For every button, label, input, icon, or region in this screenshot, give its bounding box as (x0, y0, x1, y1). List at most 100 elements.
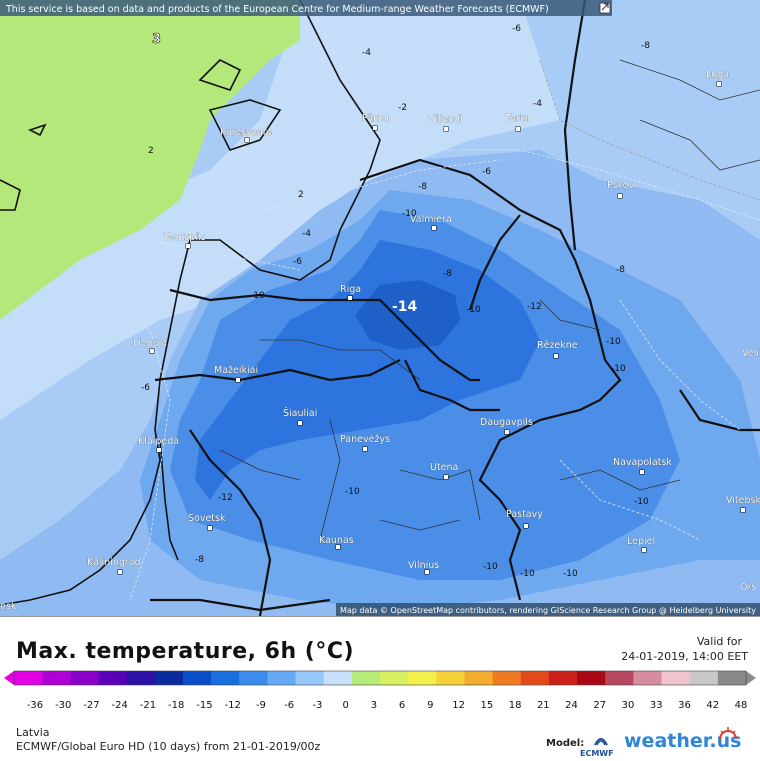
contour-label: -4 (362, 48, 371, 58)
city-label: Pärnu (362, 113, 389, 124)
scale-segment (661, 671, 691, 685)
temp-zone-warm (0, 0, 560, 420)
scale-segment (689, 671, 719, 685)
scale-segment (126, 671, 156, 685)
scale-tick-label: -24 (111, 700, 128, 711)
model-run-info: ECMWF/Global Euro HD (10 days) from 21-0… (16, 740, 321, 753)
scale-segment (211, 671, 240, 685)
attribution-background (336, 603, 760, 616)
temperature-color-scale (4, 670, 756, 686)
scale-segment (14, 671, 43, 685)
contour-label: -10 (520, 569, 535, 579)
city-label: Panevėžys (340, 434, 390, 445)
scale-tick-label: -12 (224, 700, 241, 711)
city-label: Klaipėda (138, 436, 179, 447)
scale-segment (605, 671, 634, 685)
scale-tick-label: -30 (55, 700, 72, 711)
map-attribution: Map data © OpenStreetMap contributors, r… (340, 606, 756, 615)
scale-tick-label: -3 (312, 700, 323, 711)
scale-tick-label: -21 (139, 700, 157, 711)
city-label: Riga (340, 284, 361, 295)
scale-tick-label: 42 (706, 700, 720, 711)
isotherm-warm (539, 59, 760, 201)
scale-tick-label: 48 (734, 700, 748, 711)
city-label: Velí (742, 348, 759, 359)
scale-tick-label: -6 (284, 700, 295, 711)
city-label: Viljandi (428, 114, 463, 125)
scale-tick-label: 21 (536, 700, 550, 711)
contour-label: -8 (641, 41, 650, 51)
contour-label: -8 (418, 182, 427, 192)
contour-labels: 3 2 -4 -2 -4 -6 -6 -8 2 -4 -8 -10 -6 -10… (141, 24, 650, 579)
scale-arrow-left (4, 671, 14, 685)
sun-icon (719, 727, 737, 740)
scale-segment (633, 671, 663, 685)
contour-label: -10 (563, 569, 578, 579)
scale-tick-label: 18 (508, 700, 522, 711)
temp-zone-positive (0, 0, 300, 320)
scale-tick-label: -15 (196, 700, 213, 711)
city-label: Valmiera (410, 214, 452, 225)
scale-tick-label: -9 (255, 700, 266, 711)
contour-label: 3 (152, 32, 161, 47)
valid-for-label: Valid for (696, 635, 742, 648)
scale-segment (464, 671, 494, 685)
scale-segment (717, 671, 747, 685)
scale-border (13, 670, 747, 686)
contour-label: -14 (392, 299, 418, 315)
temperature-map[interactable]: 3 2 -4 -2 -4 -6 -6 -8 2 -4 -8 -10 -6 -10… (0, 0, 760, 616)
scale-segment (42, 671, 71, 685)
city-label: Navapolatsk (613, 457, 672, 468)
scale-segment (520, 671, 550, 685)
city-label: Liepāja (133, 338, 167, 349)
ecmwf-logo-icon (594, 738, 608, 746)
contour-label: -6 (482, 167, 491, 177)
city-label: Utena (430, 462, 458, 473)
scale-tick-label: 36 (678, 700, 691, 711)
city-label: Daugavpils (480, 417, 533, 428)
legend-footer: Max. temperature, 6h (°C) Valid for 24-0… (0, 616, 760, 761)
city-label: Kuressaare (220, 127, 273, 138)
city-label: Ventspils (163, 232, 206, 243)
scale-segment (351, 671, 381, 685)
contour-label: -4 (533, 99, 542, 109)
contour-label: -10 (606, 337, 621, 347)
scale-tick-label: -18 (168, 700, 185, 711)
contour-label: 2 (298, 190, 304, 200)
contour-label: -8 (443, 269, 452, 279)
city-label: Kaunas (319, 535, 354, 546)
region-borders (219, 59, 760, 541)
contour-label: -10 (345, 487, 360, 497)
chart-title: Max. temperature, 6h (°C) (16, 639, 355, 664)
city-label: Luga (706, 69, 729, 80)
scale-segment (577, 671, 606, 685)
scale-tick-label: 6 (398, 700, 406, 711)
city-label: Pastavy (506, 509, 543, 520)
scale-segment (492, 671, 522, 685)
isotherms (99, 0, 760, 601)
contour-label: -8 (616, 265, 625, 275)
contour-label: -6 (141, 383, 150, 393)
city-label: Sovetsk (188, 513, 226, 524)
country-borders (150, 0, 760, 616)
scale-tick-label: -36 (26, 700, 44, 711)
banner-background (0, 0, 612, 16)
city-label: Vilnius (408, 560, 439, 571)
city-markers: Kuressaare Pärnu Viljandi Tartu Luga Psk… (0, 69, 760, 612)
coastline (0, 0, 381, 606)
scale-segment (70, 671, 99, 685)
scale-tick-label: 0 (342, 700, 349, 711)
scale-tick-label: 3 (370, 700, 378, 711)
contour-label: -4 (302, 229, 311, 239)
contour-label: -10 (634, 497, 649, 507)
city-label: Tartu (505, 113, 530, 124)
contour-label: -6 (293, 257, 302, 267)
collapse-icon[interactable] (599, 2, 611, 14)
city-label: nsk (0, 601, 17, 612)
contour-label: -10 (466, 305, 481, 315)
scale-tick-label: -27 (83, 700, 100, 711)
scale-segment (408, 671, 437, 685)
scale-segment (98, 671, 128, 685)
valid-for-value: 24-01-2019, 14:00 EET (621, 650, 748, 663)
weather-us-logo[interactable]: weather.us (624, 730, 742, 752)
